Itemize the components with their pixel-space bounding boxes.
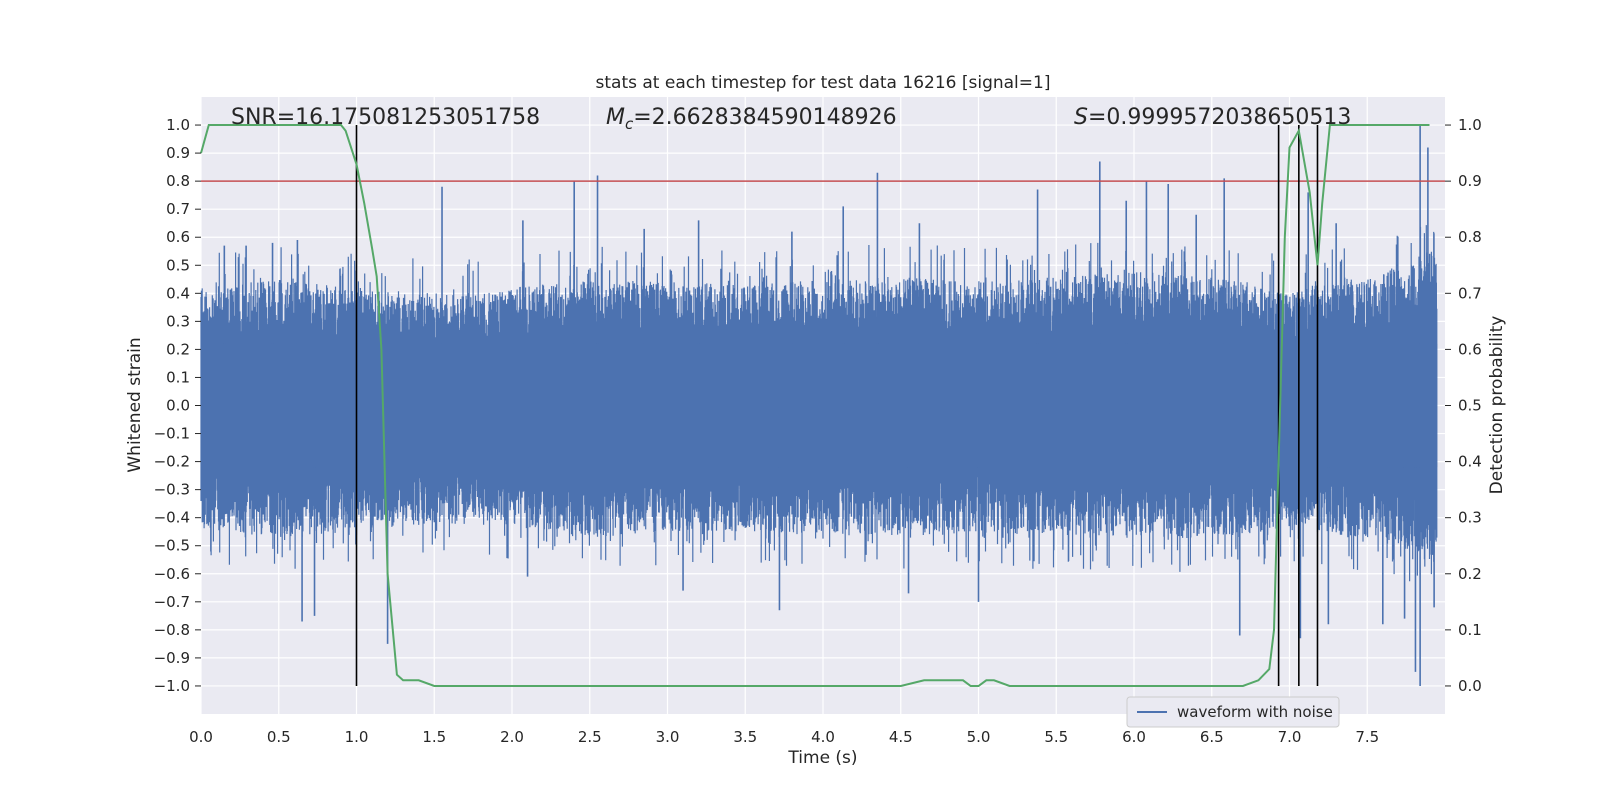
- x-tick-label: 4.0: [811, 728, 835, 746]
- chirp-mass-symbol: M: [606, 105, 625, 130]
- y-tick-label: 0.8: [166, 172, 190, 190]
- y2-tick-label: 1.0: [1458, 116, 1482, 134]
- waveform-series: [200, 125, 1438, 686]
- y-tick-label: −0.6: [154, 565, 190, 583]
- x-axis-label: Time (s): [787, 748, 857, 768]
- x-tick-label: 4.5: [889, 728, 913, 746]
- y2-tick-label: 0.5: [1458, 397, 1482, 415]
- y-tick-label: −0.4: [154, 509, 190, 527]
- y-tick-label: −0.3: [154, 481, 190, 499]
- y-tick-label: 0.2: [166, 340, 190, 358]
- y2-tick-label: 0.2: [1458, 565, 1482, 583]
- y-tick-label: 0.1: [166, 368, 190, 386]
- left-axis-ticks: 1.0 0.9 0.8 0.7 0.6 0.5 0.4 0.3 0.2 0.1 0.0 −0.1 −0.…: [154, 116, 201, 695]
- y2-tick-label: 0.4: [1458, 453, 1482, 471]
- y-tick-label: −0.8: [154, 621, 190, 639]
- right-axis-ticks: 1.0 0.9 0.8 0.7 0.6 0.5 0.4 0.3 0.2 0.1 0.0: [1445, 116, 1482, 695]
- x-tick-label: 7.5: [1355, 728, 1379, 746]
- x-tick-label: 2.5: [578, 728, 602, 746]
- legend-box: [1126, 696, 1340, 728]
- y-tick-label: 0.9: [166, 144, 190, 162]
- waveform-core-band: [201, 343, 1438, 468]
- trigger-lines: [355, 125, 1319, 686]
- chart-title: stats at each timestep for test data 162…: [596, 73, 1051, 93]
- x-tick-label: 5.0: [967, 728, 991, 746]
- snr-annotation: SNR=16.175081253051758: [231, 105, 540, 130]
- chirp-mass-subscript: c: [625, 115, 634, 133]
- y2-tick-label: 0.3: [1458, 509, 1482, 527]
- probability-line: [200, 124, 1430, 687]
- y-tick-label: 0.5: [166, 256, 190, 274]
- y-tick-label: 0.7: [166, 200, 190, 218]
- y2-tick-label: 0.1: [1458, 621, 1482, 639]
- y-tick-label: 0.3: [166, 312, 190, 330]
- legend: waveform with noise: [1126, 696, 1340, 728]
- score-annotation: S=0.9999572038650513: [1074, 105, 1351, 130]
- x-tick-label: 5.5: [1044, 728, 1068, 746]
- x-tick-label: 1.5: [422, 728, 446, 746]
- y2-tick-label: 0.7: [1458, 284, 1482, 302]
- y2-axis-label: Detection probability: [1487, 316, 1507, 495]
- x-tick-label: 0.5: [267, 728, 291, 746]
- x-tick-label: 3.5: [733, 728, 757, 746]
- y-tick-label: 0.4: [166, 284, 190, 302]
- x-tick-label: 6.0: [1122, 728, 1146, 746]
- y2-tick-label: 0.9: [1458, 172, 1482, 190]
- x-tick-label: 7.0: [1278, 728, 1302, 746]
- probability-series: [200, 124, 1430, 687]
- y-tick-label: −0.1: [154, 425, 190, 443]
- y-tick-label: 0.0: [166, 397, 190, 415]
- legend-label: waveform with noise: [1177, 703, 1333, 721]
- x-tick-label: 2.0: [500, 728, 524, 746]
- chirp-mass-annotation: Mc=2.6628384590148926: [606, 105, 897, 133]
- y-tick-label: 1.0: [166, 116, 190, 134]
- y-tick-label: 0.6: [166, 228, 190, 246]
- y-tick-label: −0.5: [154, 537, 190, 555]
- y-axis-label: Whitened strain: [125, 337, 145, 472]
- score-symbol: S: [1074, 105, 1088, 130]
- y-tick-label: −0.2: [154, 453, 190, 471]
- x-tick-label: 3.0: [656, 728, 680, 746]
- x-axis-ticks: 0.0 0.5 1.0 1.5 2.0 2.5 3.0 3.5 4.0 4.5 5.0 5.5 6.0 6…: [189, 728, 1379, 746]
- score-value: =0.9999572038650513: [1088, 105, 1351, 130]
- x-tick-label: 0.0: [189, 728, 213, 746]
- x-tick-label: 1.0: [345, 728, 369, 746]
- y-tick-label: −0.7: [154, 593, 190, 611]
- y2-tick-label: 0.8: [1458, 228, 1482, 246]
- x-tick-label: 6.5: [1200, 728, 1224, 746]
- y2-tick-label: 0.6: [1458, 340, 1482, 358]
- y-tick-label: −0.9: [154, 649, 190, 667]
- y2-tick-label: 0.0: [1458, 677, 1482, 695]
- chirp-mass-value: =2.6628384590148926: [633, 105, 896, 130]
- y-tick-label: −1.0: [154, 677, 190, 695]
